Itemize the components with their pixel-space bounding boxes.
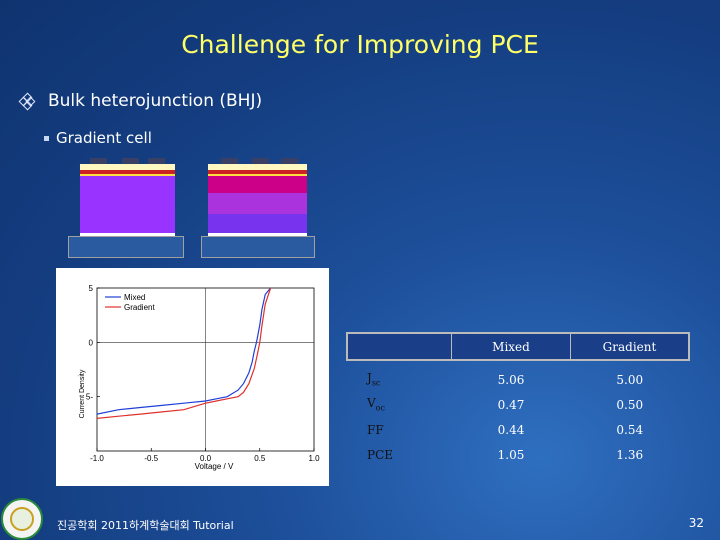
table-row: PCE 1.05 1.36 xyxy=(347,442,689,467)
table-cell-mixed: 0.47 xyxy=(497,397,525,412)
top-electrode xyxy=(252,158,269,164)
footer-text: 진공학회 2011하계학술대회 Tutorial xyxy=(57,519,234,532)
square-bullet-icon xyxy=(44,135,49,141)
row-label-sub: oc xyxy=(375,403,385,413)
y-axis-label: Current Density xyxy=(79,369,86,418)
series-line-mixed xyxy=(96,287,272,415)
gradient-layer-mid xyxy=(208,193,307,214)
diamond-bullet-icon xyxy=(18,92,36,111)
table-cell-mixed: 5.06 xyxy=(497,372,525,387)
table-header-row: Mixed Gradient xyxy=(346,332,690,361)
row-label-main: FF xyxy=(367,422,384,437)
top-electrode xyxy=(148,158,165,164)
gradient-layer-bottom xyxy=(208,214,307,233)
top-electrode xyxy=(281,158,298,164)
society-logo xyxy=(1,498,43,540)
table-header-mixed: Mixed xyxy=(451,332,571,361)
table-row: FF 0.44 0.54 xyxy=(347,417,689,442)
slide-title: Challenge for Improving PCE xyxy=(181,30,539,59)
mixed-device-schematic xyxy=(68,158,184,258)
table-row-label: FF xyxy=(347,417,452,442)
top-contact-layer xyxy=(80,164,175,170)
performance-table: Mixed Gradient Jsc 5.06 5.00 Voc 0.47 0.50 FF 0… xyxy=(346,332,690,467)
buffer-layer xyxy=(80,174,175,176)
x-tick-label: -0.5 xyxy=(144,454,158,463)
table-row-label: Voc xyxy=(347,392,452,417)
table-cell-mixed: 1.05 xyxy=(497,447,525,462)
x-tick-label: 0.5 xyxy=(254,454,266,463)
buffer-layer xyxy=(208,170,307,174)
table-row: Voc 0.47 0.50 xyxy=(347,392,689,417)
table-cell-gradient: 1.36 xyxy=(616,447,644,462)
substrate xyxy=(68,236,184,258)
y-tick-label: 5- xyxy=(86,393,93,402)
row-label-main: V xyxy=(367,396,376,411)
table-cell-gradient: 0.50 xyxy=(616,397,644,412)
x-axis-label: Voltage / V xyxy=(195,462,234,471)
table-row-label: PCE xyxy=(347,442,452,467)
table-cell-gradient: 0.54 xyxy=(616,422,644,437)
table-cell-gradient: 5.00 xyxy=(616,372,644,387)
x-tick-label: -1.0 xyxy=(90,454,104,463)
legend-label: Gradient xyxy=(124,303,155,312)
ito-layer xyxy=(208,233,307,236)
row-label-main: PCE xyxy=(367,447,394,462)
ito-layer xyxy=(80,233,175,236)
bullet-bhj-text: Bulk heterojunction (BHJ) xyxy=(48,91,263,111)
gradient-device-schematic xyxy=(201,158,317,258)
substrate xyxy=(201,236,315,258)
top-contact-layer xyxy=(208,164,307,170)
table-row-label: Jsc xyxy=(347,360,452,392)
page-number: 32 xyxy=(688,516,704,530)
top-electrode xyxy=(122,158,139,164)
x-tick-label: 0.0 xyxy=(200,454,212,463)
table-cell-mixed: 0.44 xyxy=(497,422,525,437)
series-line-gradient xyxy=(96,287,272,419)
mixed-active-layer xyxy=(80,176,175,233)
x-tick-label: 1.0 xyxy=(308,454,320,463)
top-electrode xyxy=(221,158,238,164)
row-label-main: J xyxy=(367,371,372,386)
bullet-bhj: Bulk heterojunction (BHJ) xyxy=(18,91,263,111)
y-tick-label: 0 xyxy=(89,338,94,347)
table-header-blank xyxy=(346,332,452,361)
buffer-layer xyxy=(208,174,307,176)
gradient-layer-top xyxy=(208,176,307,193)
table-header-gradient: Gradient xyxy=(570,332,690,361)
bullet-gradient-cell: Gradient cell xyxy=(44,129,152,147)
y-tick-label: 5 xyxy=(89,284,94,293)
top-electrode xyxy=(90,158,107,164)
row-label-sub: sc xyxy=(371,378,381,388)
table-row: Jsc 5.06 5.00 xyxy=(347,360,689,392)
buffer-layer xyxy=(80,170,175,174)
jv-chart: -1.0 -0.5 0.0 0.5 1.0 5 0 5- Mixed Gradient Volt… xyxy=(56,268,329,486)
bullet-gradient-cell-text: Gradient cell xyxy=(56,129,152,147)
legend-label: Mixed xyxy=(124,293,145,302)
